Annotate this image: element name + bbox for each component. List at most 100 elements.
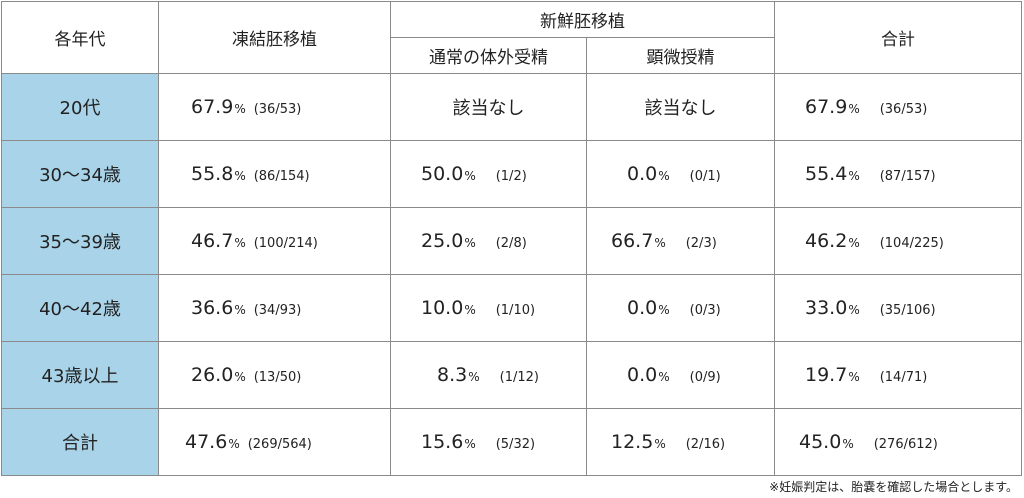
row-label: 43歳以上 <box>1 341 159 409</box>
total-cell: 19.7% (14/71) <box>774 341 1022 409</box>
rate-value: 67.9 <box>191 96 234 118</box>
row-label: 35～39歳 <box>1 207 159 275</box>
count-fraction: (86/154) <box>253 169 310 184</box>
count-fraction: (269/564) <box>247 437 312 452</box>
rate-value: 15.6 <box>421 431 464 453</box>
rate-value: 19.7 <box>805 364 848 386</box>
rate-value: 45.0 <box>799 431 842 453</box>
row-label: 合計 <box>1 408 159 476</box>
rate-value: 46.2 <box>805 230 848 252</box>
rate-value: 67.9 <box>805 96 848 118</box>
count-fraction: (13/50) <box>253 370 302 385</box>
frozen-cell: 36.6% (34/93) <box>158 274 391 342</box>
row-label: 30～34歳 <box>1 140 159 208</box>
table-row: 30～34歳 55.8% (86/154) 50.0% (1/2) 0.0% (0/1… <box>1 140 1022 208</box>
frozen-cell: 26.0% (13/50) <box>158 341 391 409</box>
rate-value: 36.6 <box>191 297 234 319</box>
table-row: 20代 67.9% (36/53) 該当なし 該当なし 67.9% (36/53) <box>1 73 1022 141</box>
icsi-cell: 該当なし <box>586 73 775 141</box>
rate-value: 26.0 <box>191 364 234 386</box>
header-fresh-transfer: 新鮮胚移植 <box>390 1 775 38</box>
count-fraction: (0/1) <box>689 169 721 184</box>
ivf-cell: 25.0% (2/8) <box>390 207 587 275</box>
ivf-cell: 10.0% (1/10) <box>390 274 587 342</box>
count-fraction: (0/9) <box>689 370 721 385</box>
percent-unit: % <box>468 370 480 384</box>
count-fraction: (1/2) <box>495 169 527 184</box>
rate-value: 55.8 <box>191 163 234 185</box>
percent-unit: % <box>848 102 860 116</box>
ivf-cell: 50.0% (1/2) <box>390 140 587 208</box>
percent-unit: % <box>848 236 860 250</box>
table-row-total: 合計 47.6% (269/564) 15.6% (5/32) 12.5% (2/16… <box>1 408 1022 476</box>
rate-value: 0.0 <box>627 364 658 386</box>
percent-unit: % <box>658 303 670 317</box>
header-icsi: 顕微授精 <box>586 37 775 74</box>
percent-unit: % <box>234 102 246 116</box>
rate-value: 55.4 <box>805 163 848 185</box>
rate-value: 0.0 <box>627 163 658 185</box>
percent-unit: % <box>464 437 476 451</box>
count-fraction: (2/16) <box>685 437 726 452</box>
ivf-cell: 8.3% (1/12) <box>390 341 587 409</box>
icsi-cell: 66.7% (2/3) <box>586 207 775 275</box>
count-fraction: (276/612) <box>873 437 938 452</box>
count-fraction: (0/3) <box>689 303 721 318</box>
ivf-cell: 該当なし <box>390 73 587 141</box>
table-row: 35～39歳 46.7% (100/214) 25.0% (2/8) 66.7% (2… <box>1 207 1022 275</box>
total-cell: 46.2% (104/225) <box>774 207 1022 275</box>
percent-unit: % <box>658 370 670 384</box>
count-fraction: (2/3) <box>685 236 717 251</box>
row-label: 40～42歳 <box>1 274 159 342</box>
frozen-cell: 55.8% (86/154) <box>158 140 391 208</box>
total-cell: 55.4% (87/157) <box>774 140 1022 208</box>
icsi-cell: 0.0% (0/9) <box>586 341 775 409</box>
rate-value: 33.0 <box>805 297 848 319</box>
header-total: 合計 <box>774 1 1022 74</box>
count-fraction: (14/71) <box>879 370 928 385</box>
percent-unit: % <box>228 437 240 451</box>
rate-value: 8.3 <box>437 364 468 386</box>
rate-value: 47.6 <box>185 431 228 453</box>
header-conventional-ivf: 通常の体外受精 <box>390 37 587 74</box>
header-frozen-transfer: 凍結胚移植 <box>158 1 391 74</box>
percent-unit: % <box>234 303 246 317</box>
count-fraction: (1/12) <box>499 370 539 385</box>
percent-unit: % <box>658 169 670 183</box>
percent-unit: % <box>848 370 860 384</box>
frozen-cell: 46.7% (100/214) <box>158 207 391 275</box>
rate-value: 25.0 <box>421 230 464 252</box>
rate-value: 50.0 <box>421 163 464 185</box>
rate-value: 66.7 <box>611 230 654 252</box>
count-fraction: (36/53) <box>253 102 302 117</box>
table-row: 43歳以上 26.0% (13/50) 8.3% (1/12) 0.0% (0/9) … <box>1 341 1022 409</box>
ivf-cell: 15.6% (5/32) <box>390 408 587 476</box>
total-cell: 67.9% (36/53) <box>774 73 1022 141</box>
percent-unit: % <box>842 437 854 451</box>
count-fraction: (5/32) <box>495 437 536 452</box>
footnote: ※妊娠判定は、胎嚢を確認した場合とします。 <box>769 480 1018 494</box>
percent-unit: % <box>848 303 860 317</box>
count-fraction: (1/10) <box>495 303 536 318</box>
percent-unit: % <box>464 236 476 250</box>
count-fraction: (34/93) <box>253 303 302 318</box>
total-cell: 45.0% (276/612) <box>774 408 1022 476</box>
table-row: 40～42歳 36.6% (34/93) 10.0% (1/10) 0.0% (0/3… <box>1 274 1022 342</box>
rate-value: 46.7 <box>191 230 234 252</box>
frozen-cell: 47.6% (269/564) <box>158 408 391 476</box>
count-fraction: (36/53) <box>879 102 928 117</box>
icsi-cell: 0.0% (0/3) <box>586 274 775 342</box>
percent-unit: % <box>464 169 476 183</box>
rate-value: 12.5 <box>611 431 654 453</box>
count-fraction: (35/106) <box>879 303 936 318</box>
percent-unit: % <box>464 303 476 317</box>
rate-value: 10.0 <box>421 297 464 319</box>
frozen-cell: 67.9% (36/53) <box>158 73 391 141</box>
row-label: 20代 <box>1 73 159 141</box>
icsi-cell: 12.5% (2/16) <box>586 408 775 476</box>
count-fraction: (2/8) <box>495 236 527 251</box>
percent-unit: % <box>654 236 666 250</box>
percent-unit: % <box>848 169 860 183</box>
icsi-cell: 0.0% (0/1) <box>586 140 775 208</box>
count-fraction: (100/214) <box>253 236 318 251</box>
